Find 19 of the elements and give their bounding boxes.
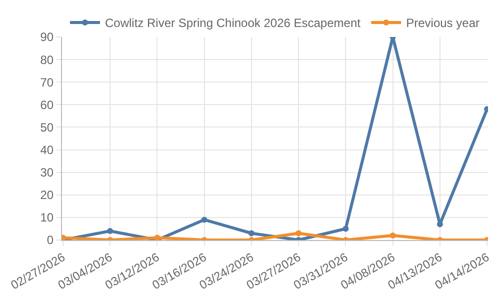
y-tick-label: 60 xyxy=(40,98,54,112)
y-tick-label: 80 xyxy=(40,52,54,67)
y-tick-label: 40 xyxy=(40,142,54,157)
point xyxy=(201,216,208,223)
point xyxy=(390,232,396,238)
legend-label: Cowlitz River Spring Chinook 2026 Escapement xyxy=(105,16,362,30)
y-tick-label: 90 xyxy=(40,30,54,44)
y-tick-label: 10 xyxy=(40,210,54,225)
y-tick-label: 30 xyxy=(40,166,54,180)
point xyxy=(248,230,254,236)
y-tick-label: 50 xyxy=(40,120,54,134)
point xyxy=(342,226,349,232)
y-tick-label: 20 xyxy=(40,188,54,202)
legend-label: Previous year xyxy=(406,16,480,30)
y-tick-label: 0 xyxy=(46,233,54,248)
y-tick-label: 70 xyxy=(40,75,54,90)
point xyxy=(154,234,160,240)
point xyxy=(296,230,302,236)
point xyxy=(107,228,114,234)
